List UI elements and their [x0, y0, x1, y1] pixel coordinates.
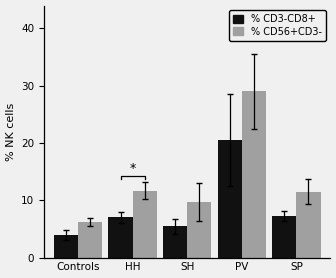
Bar: [296, 192, 321, 258]
Bar: [272, 216, 296, 258]
Bar: [78, 222, 102, 258]
Bar: [54, 235, 78, 258]
Bar: [163, 226, 187, 258]
Bar: [109, 217, 133, 258]
Legend: % CD3-CD8+, % CD56+CD3-: % CD3-CD8+, % CD56+CD3-: [229, 10, 326, 41]
Bar: [187, 202, 211, 258]
Bar: [217, 140, 242, 258]
Bar: [133, 190, 157, 258]
Text: *: *: [129, 162, 136, 175]
Y-axis label: % NK cells: % NK cells: [6, 103, 15, 161]
Bar: [242, 91, 266, 258]
